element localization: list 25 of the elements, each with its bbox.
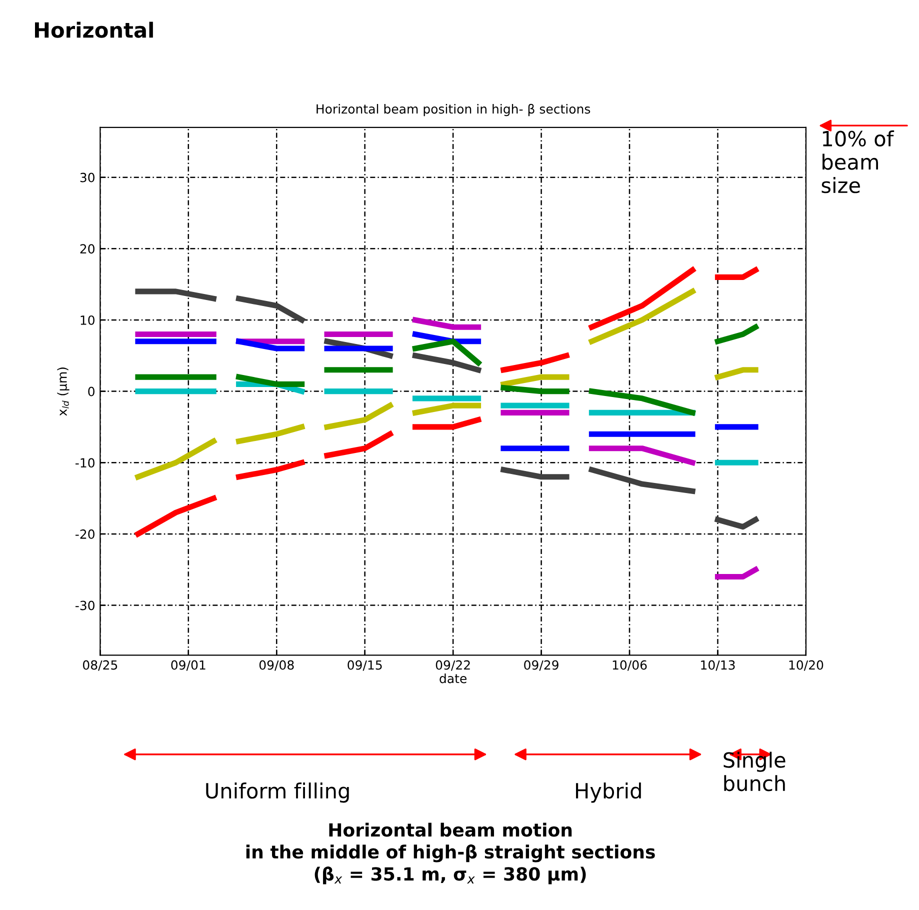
y-tick-label: -30 — [76, 600, 94, 610]
x-tick-label: 09/29 — [524, 660, 558, 671]
text: Horizontal — [35, 22, 153, 38]
x-tick-label: 10/06 — [612, 660, 647, 671]
x-tick-label: 08/25 — [82, 660, 118, 671]
y-tick-label: 0 — [88, 386, 94, 396]
x-tick-label: 09/22 — [436, 660, 470, 671]
text: Hybrid — [576, 782, 641, 803]
y-tick-label: 10 — [80, 315, 94, 325]
x-tick-label: 09/15 — [348, 660, 382, 671]
x-tick-label: 10/13 — [701, 660, 735, 671]
x-tick-label: 10/20 — [789, 660, 824, 671]
text: 10% of beam size — [822, 130, 894, 194]
x-tick-label: 09/01 — [171, 660, 206, 671]
y-tick-label: -10 — [76, 458, 94, 468]
chart-title: Horizontal beam position in high- β sections — [316, 104, 590, 116]
x-axis-title: date — [440, 674, 466, 684]
text: Horizontal beam motion in the middle of high-β straight sections (β$_{x}$ = 35.1 m, σ$_{x}$ = 380 μm) — [246, 822, 655, 884]
text: Uniform filling — [206, 782, 349, 803]
x-tick-label: 09/08 — [259, 660, 294, 671]
y-tick-label: 20 — [80, 244, 94, 254]
y-tick-label: -20 — [76, 529, 94, 539]
text: Single bunch — [724, 752, 786, 792]
y-tick-label: 30 — [80, 172, 94, 182]
y-axis-title: x$_{ld}$ (μm) — [57, 368, 70, 416]
